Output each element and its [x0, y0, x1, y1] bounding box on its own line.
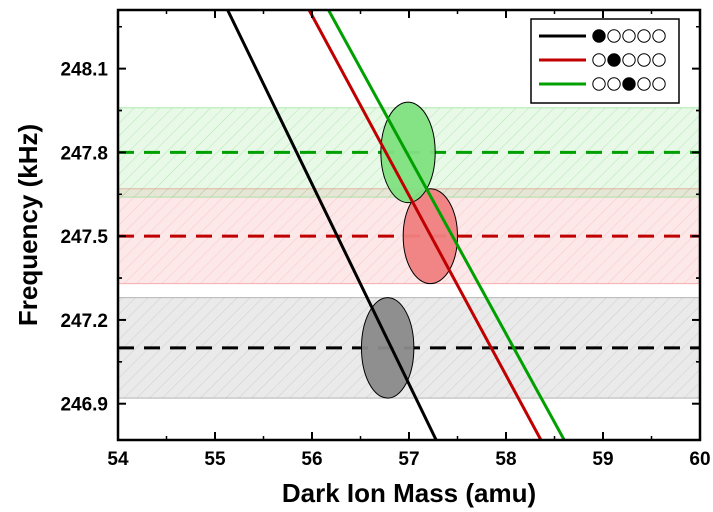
- legend-ion-1-4: [652, 53, 666, 67]
- legend-ion-1-3: [637, 53, 651, 67]
- legend-ion-1-0: [592, 53, 606, 67]
- series-line-1: [307, 10, 543, 440]
- y-tick-label-3: 247.8: [60, 143, 108, 164]
- y-tick-label-1: 247.2: [60, 311, 108, 332]
- legend-ion-0-4: [652, 29, 666, 43]
- x-tick-label-2: 56: [301, 449, 322, 470]
- series-line-2: [327, 10, 566, 440]
- legend: [530, 18, 680, 104]
- legend-ion-2-4: [652, 77, 666, 91]
- y-axis-title: Frequency (kHz): [13, 124, 43, 326]
- legend-ion-2-3: [637, 77, 651, 91]
- x-axis-title: Dark Ion Mass (amu): [282, 478, 536, 508]
- legend-ion-0-0: [592, 29, 606, 43]
- y-tick-label-4: 248.1: [60, 60, 108, 81]
- legend-ion-2-1: [607, 77, 621, 91]
- legend-ion-2-0: [592, 77, 606, 91]
- x-axis-ticks: 54 55 56 57 58 59 60: [107, 10, 711, 470]
- x-tick-label-5: 59: [592, 449, 613, 470]
- legend-ion-1-2: [622, 53, 636, 67]
- x-tick-label-4: 58: [495, 449, 516, 470]
- y-axis-ticks: 246.9 247.2 247.5 247.8 248.1: [60, 26, 700, 416]
- x-tick-label-3: 57: [398, 449, 419, 470]
- legend-ion-0-1: [607, 29, 621, 43]
- x-tick-label-6: 60: [689, 449, 710, 470]
- series-line-0: [226, 10, 438, 440]
- x-tick-label-0: 54: [107, 449, 129, 470]
- x-tick-label-1: 55: [204, 449, 226, 470]
- ellipse-0: [360, 297, 415, 399]
- y-tick-label-2: 247.5: [60, 227, 108, 248]
- series-lines: [226, 10, 566, 440]
- legend-ion-1-1: [607, 53, 621, 67]
- legend-ion-0-2: [622, 29, 636, 43]
- y-tick-label-0: 246.9: [60, 395, 108, 416]
- legend-ion-2-2: [622, 77, 636, 91]
- legend-ion-0-3: [637, 29, 651, 43]
